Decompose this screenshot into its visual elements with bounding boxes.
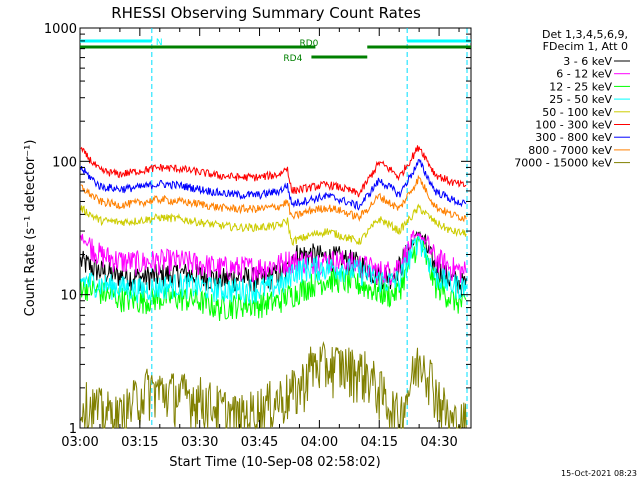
vertical-markers — [151, 28, 468, 428]
series-line-3-6-kev — [80, 230, 467, 297]
series-line-50-100-kev — [80, 203, 467, 247]
y-tick-label-3: 100 — [52, 155, 77, 170]
x-tick-label-2: 03:15 — [121, 435, 158, 450]
legend: Det 1,3,4,5,6,9,FDecim 1, Att 0 3 - 6 keV… — [514, 28, 630, 170]
y-tick-label-2: 10 — [60, 289, 77, 304]
x-tick-label-3: 03:30 — [181, 435, 218, 450]
annotation-bars: N RD0 RD4 — [80, 38, 471, 64]
legend-label-50-100-kev: 50 - 100 keV — [542, 106, 612, 119]
series-line-100-300-kev — [80, 145, 467, 198]
annotation-label-rd4: RD4 — [283, 54, 302, 64]
legend-label-6-12-kev: 6 - 12 keV — [556, 68, 612, 81]
chart-title: RHESSI Observing Summary Count Rates — [111, 4, 421, 22]
x-tick-label-7: 04:30 — [420, 435, 457, 450]
legend-label-12-25-kev: 12 - 25 keV — [549, 80, 612, 93]
legend-label-3-6-kev: 3 - 6 keV — [563, 55, 612, 68]
legend-header-1: Det 1,3,4,5,6,9, — [542, 28, 628, 41]
axes: 03:00 03:15 03:30 03:45 04:00 04:15 04:30 1 10 10… — [44, 22, 471, 450]
annotation-label-rd0: RD0 — [299, 39, 318, 49]
footer-timestamp: 15-Oct-2021 08:23 — [561, 469, 637, 478]
legend-label-800-7000-kev: 800 - 7000 keV — [528, 144, 612, 157]
series-line-7000-15000-kev — [80, 340, 467, 430]
series-line-300-800-kev — [80, 158, 467, 211]
series-line-12-25-kev — [80, 236, 467, 322]
legend-label-25-50-kev: 25 - 50 keV — [549, 93, 612, 106]
series-line-800-7000-kev — [80, 174, 467, 223]
y-axis-label: Count Rate (s⁻¹ detector⁻¹) — [23, 140, 38, 317]
plot-frame — [79, 27, 472, 429]
x-axis-label: Start Time (10-Sep-08 02:58:02) — [169, 455, 380, 470]
legend-label-7000-15000-kev: 7000 - 15000 keV — [514, 157, 612, 170]
x-tick-label-6: 04:15 — [361, 435, 398, 450]
x-tick-label-5: 04:00 — [301, 435, 338, 450]
annotation-label-n: N — [156, 38, 163, 48]
legend-label-300-800-kev: 300 - 800 keV — [535, 131, 612, 144]
series-line-25-50-kev — [80, 235, 467, 304]
series-line-6-12-kev — [80, 229, 467, 286]
x-tick-label-1: 03:00 — [61, 435, 98, 450]
x-tick-label-4: 03:45 — [241, 435, 278, 450]
legend-label-100-300-kev: 100 - 300 keV — [535, 119, 612, 132]
legend-header-2: FDecim 1, Att 0 — [543, 40, 628, 53]
y-tick-label-1: 1 — [69, 422, 77, 437]
series-layer — [80, 145, 467, 430]
y-tick-label-4: 1000 — [44, 22, 77, 37]
